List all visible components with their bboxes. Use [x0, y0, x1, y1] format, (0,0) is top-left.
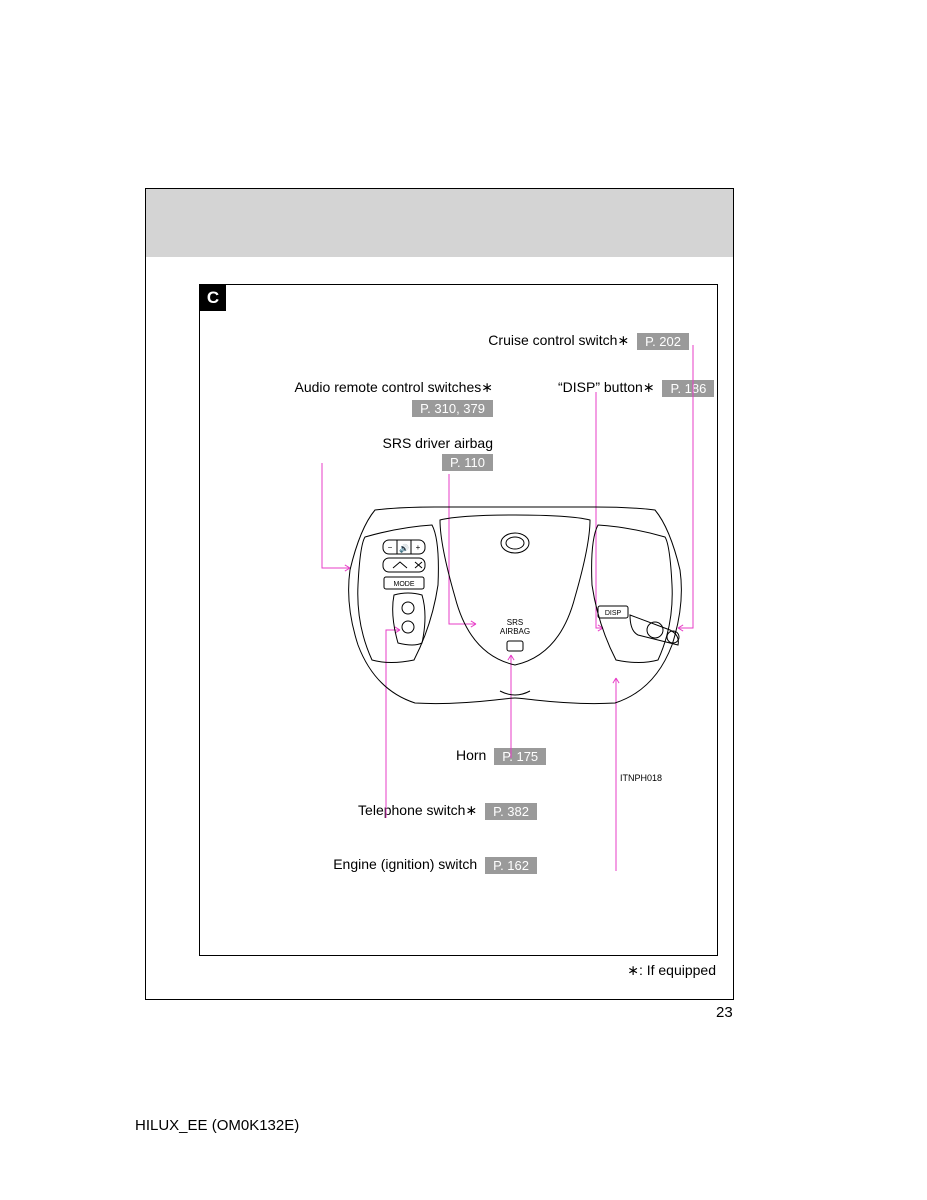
svg-text:🔊: 🔊 [399, 543, 409, 553]
airbag-label-top: SRS [507, 618, 523, 627]
airbag-label-bot: AIRBAG [500, 627, 530, 636]
svg-text:+: + [416, 543, 421, 552]
svg-text:−: − [388, 543, 393, 552]
page-number: 23 [716, 1004, 733, 1021]
header-band [146, 189, 733, 257]
figure-frame: C Cruise control switch∗ P. 202 Audio re… [199, 284, 718, 956]
page-frame: C Cruise control switch∗ P. 202 Audio re… [145, 188, 734, 1000]
mode-button-label: MODE [394, 581, 415, 588]
document-footer: HILUX_EE (OM0K132E) [135, 1117, 299, 1134]
footnote: ∗: If equipped [627, 962, 716, 980]
steering-wheel-diagram: SRS AIRBAG MODE DISP − 🔊 + [200, 285, 719, 957]
footnote-text: : If equipped [639, 962, 716, 978]
disp-button-label: DISP [605, 610, 622, 617]
footnote-asterisk: ∗ [627, 964, 639, 979]
